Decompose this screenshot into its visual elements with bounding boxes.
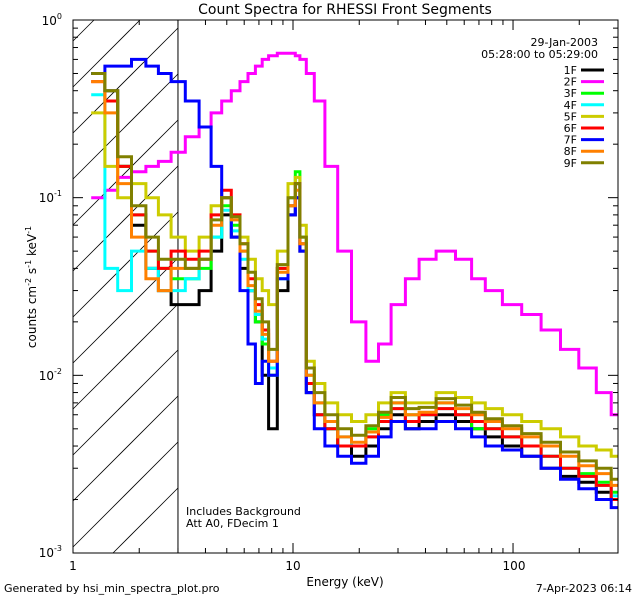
series-lines (91, 51, 618, 510)
hatched-excluded-region (72, 19, 179, 554)
y-tick-labels: 10-3 10-2 10-1 100 (39, 12, 62, 560)
y-tick-label-1e0: 100 (42, 12, 62, 28)
chart-title: Count Spectra for RHESSI Front Segments (198, 2, 492, 18)
hatch-line (72, 303, 179, 410)
plot-frame (72, 19, 619, 554)
annotation-background: Includes Background (186, 505, 301, 518)
x-tick-label-10: 10 (285, 559, 300, 573)
series-8f-line (91, 80, 618, 487)
series-2f-line (91, 51, 618, 417)
legend-label-9f: 9F (564, 157, 577, 170)
hatch-line (72, 165, 179, 272)
x-tick-label-100: 100 (503, 559, 526, 573)
hatch-line (112, 487, 179, 554)
hatch-line (72, 19, 95, 42)
y-ticks (73, 19, 618, 554)
y-axis-label: counts cm-2 s-1 keV-1 (24, 226, 39, 348)
hatch-line (72, 73, 179, 180)
legend-label-1f: 1F (564, 64, 577, 77)
date-label: 29-Jan-2003 (531, 36, 599, 49)
legend-label-2f: 2F (564, 76, 577, 89)
x-tick-labels: 1 10 100 (69, 559, 525, 573)
legend-label-5f: 5F (564, 110, 577, 123)
y-tick-label-1e-3: 10-3 (39, 544, 62, 560)
generated-by-footer: Generated by hsi_min_spectra_plot.pro (4, 582, 220, 595)
x-tick-label-1: 1 (69, 559, 77, 573)
y-tick-label-1e-1: 10-1 (39, 189, 62, 205)
hatch-line (72, 19, 141, 88)
y-tick-label-1e-2: 10-2 (39, 367, 62, 383)
legend-label-4f: 4F (564, 99, 577, 112)
timestamp-footer: 7-Apr-2023 06:14 (535, 582, 632, 595)
annotation-attenuator: Att A0, FDecim 1 (186, 517, 279, 530)
hatch-line (72, 349, 179, 456)
hatch-line (72, 395, 179, 502)
series-9f-line (91, 72, 618, 481)
legend-label-6f: 6F (564, 122, 577, 135)
time-range-label: 05:28:00 to 05:29:00 (481, 48, 598, 61)
hatch-line (72, 257, 179, 364)
hatch-line (72, 27, 179, 134)
legend-label-8f: 8F (564, 145, 577, 158)
legend-label-3f: 3F (564, 87, 577, 100)
x-axis-label: Energy (keV) (306, 575, 383, 589)
series-5f-line (91, 111, 618, 458)
x-ticks (72, 20, 619, 553)
hatch-line (72, 211, 179, 318)
hatch-line (72, 119, 179, 226)
hatch-line (72, 441, 179, 548)
legend-label-7f: 7F (564, 134, 577, 147)
